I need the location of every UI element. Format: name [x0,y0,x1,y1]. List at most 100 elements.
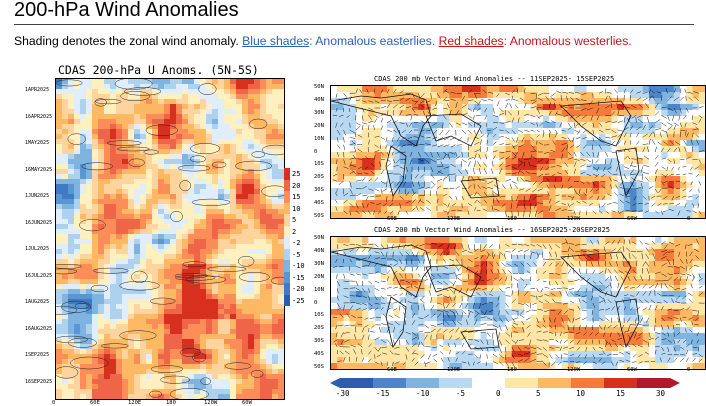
map-lat-label: 40S [314,351,324,358]
page-title: 200-hPa Wind Anomalies [14,0,239,21]
hov-date-label: 16JUL2025 [25,272,53,279]
map-lon-label: 120E [447,216,461,222]
hov-colorbar-swatch [284,248,290,260]
hov-lon-label: 180 [166,400,176,406]
map-panel-2: CDAS 200 mb Vector Wind Anomalies -- 16S… [312,225,706,375]
bottom-colorbar-label: -30 [336,389,350,398]
hov-lon-label: 0 [52,400,56,406]
title-rule [14,24,694,25]
hov-colorbar-label: -10 [292,262,305,270]
bottom-colorbar-label: 30 [656,389,666,398]
hov-date-label: 1SEP2025 [25,352,50,358]
hov-date-label: 16APR2025 [25,113,53,120]
bottom-colorbar-label: 0 [496,389,501,398]
map-lat-label: 10S [314,161,324,168]
hov-colorbar-label: 15 [292,193,301,201]
bottom-colorbar-label: -15 [376,389,390,398]
hovmoller-title: CDAS 200-hPa U Anoms. (5N-5S) [58,63,259,77]
hov-colorbar-swatch [284,168,290,180]
map-2-title: CDAS 200 mb Vector Wind Anomalies -- 16S… [374,226,611,234]
map-lat-label: 10N [314,286,324,293]
bottom-colorbar-label: 10 [576,389,586,398]
hov-colorbar-label: 20 [292,181,301,190]
bottom-colorbar-label: 5 [536,389,541,398]
map-lat-label: 50S [314,364,324,370]
map-2-plot [330,236,706,370]
hov-colorbar-label: -15 [292,273,305,282]
map-1-title: CDAS 200 mb Vector Wind Anomalies -- 11S… [374,75,615,83]
hovmoller-panel: CDAS 200-hPa U Anoms. (5N-5S) 1APR2025 16… [22,60,312,406]
map-1-plot [330,85,706,219]
hov-lon-label: 120W [204,400,218,406]
hov-colorbar-label: -25 [292,296,305,305]
bottom-colorbar-label: -10 [416,389,430,398]
hov-date-label: 1JUL2025 [25,246,50,252]
map-lat-label: 30N [314,109,324,116]
red-shades-link[interactable]: Red shades [438,34,504,48]
bottom-colorbar-bar [330,378,680,388]
map-lat-label: 40N [314,247,324,254]
map-lon-label: 60E [387,367,397,373]
hov-date-label: 16JUN2025 [25,219,53,226]
hov-date-label: 1AUG2025 [25,299,50,305]
map-lat-label: 30S [314,187,324,194]
hov-colorbar-label: 25 [292,170,301,178]
map-lat-label: 20S [314,174,324,181]
hov-lon-label: 60W [242,400,252,406]
map-panel-1: CDAS 200 mb Vector Wind Anomalies -- 11S… [312,74,706,224]
hov-lon-label: 120E [128,400,142,406]
map-lon-label: 60W [627,367,637,373]
hov-colorbar-swatch [284,214,290,226]
map-lon-label: 180 [507,216,517,222]
hov-colorbar-swatch [284,191,290,203]
hov-colorbar-swatch [284,260,290,272]
hov-colorbar-label: 10 [292,204,301,213]
map-lat-label: 0 [314,148,318,155]
map-lat-label: 20N [314,273,324,280]
map-lon-label: 0 [687,216,691,222]
hov-colorbar-swatch [284,271,290,283]
map-lat-label: 30S [314,338,324,345]
map-lon-label: 60E [387,216,397,222]
map-lon-label: 120W [567,216,581,222]
hov-colorbar-swatch [284,294,290,306]
hov-date-label: 1MAY2025 [25,140,50,146]
blue-shades-text: : Anomalous easterlies. [309,34,439,48]
map-lat-label: 20N [314,122,324,129]
map-lat-label: 0 [314,299,318,306]
bottom-colorbar-label: -5 [456,389,466,398]
hov-colorbar-label: -20 [292,285,305,293]
map-lon-label: 0 [687,367,691,373]
hov-date-label: 1APR2025 [25,87,50,93]
map-lat-label: 10S [314,312,324,319]
hov-colorbar-swatch [284,283,290,295]
hov-colorbar-swatch [284,225,290,237]
hov-colorbar-swatch [284,202,290,214]
hov-date-label: 16MAY2025 [25,166,53,173]
map-lat-label: 50N [314,235,324,241]
map-lat-label: 50N [314,84,324,90]
caption: Shading denotes the zonal wind anomaly. … [14,34,632,48]
map-lon-label: 120W [567,367,581,373]
hov-lon-label: 60E [90,400,100,406]
hov-colorbar-label: -5 [292,250,301,259]
hov-colorbar-label: 2 [292,227,297,236]
caption-intro: Shading denotes the zonal wind anomaly. [14,34,243,48]
map-lat-label: 10N [314,135,324,142]
map-lon-label: 120E [447,367,461,373]
map-lat-label: 40S [314,200,324,207]
bottom-colorbar: -30 -15 -10 -5 0 5 10 15 30 [330,377,680,406]
map-lon-label: 60W [627,216,637,222]
map-lat-label: 50S [314,213,324,219]
hov-colorbar-swatch [284,179,290,191]
map-lat-label: 20S [314,325,324,332]
red-shades-text: : Anomalous westerlies. [503,34,632,48]
blue-shades-link[interactable]: Blue shades [242,34,310,48]
map-lat-label: 30N [314,260,324,267]
hov-colorbar-swatch [284,237,290,249]
hov-date-label: 16AUG2025 [25,325,53,332]
hov-date-label: 16SEP2025 [25,378,53,385]
bottom-colorbar-label: 15 [616,389,626,398]
map-lon-label: 180 [507,367,517,373]
hov-date-label: 1JUN2025 [25,193,50,199]
